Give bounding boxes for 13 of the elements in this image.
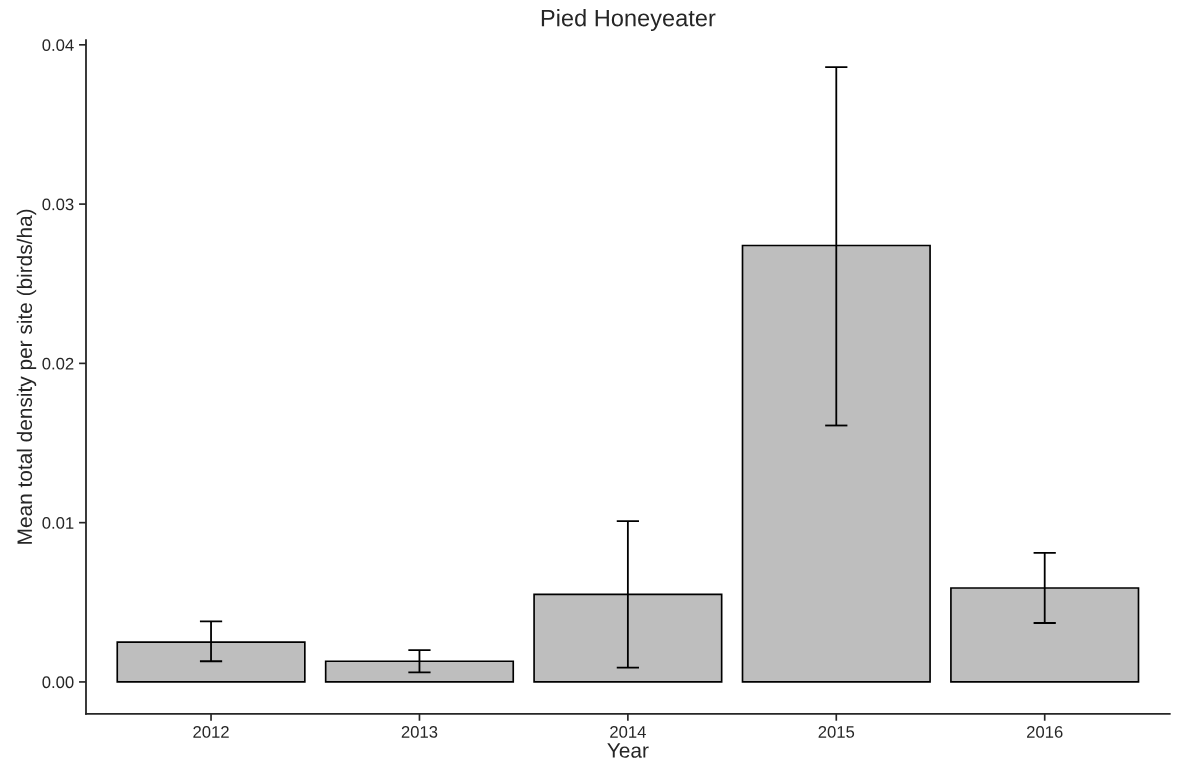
x-tick-label: 2014 [610,726,646,738]
y-tick-label: 0.02 [42,357,74,370]
x-axis-title: Year [607,743,649,758]
x-tick-label: 2016 [1027,726,1063,738]
y-tick-label: 0.00 [42,676,74,689]
y-tick-label: 0.03 [42,198,74,211]
x-tick-label: 2015 [818,726,855,738]
chart-title: Pied Honeyeater [541,9,716,32]
x-tick-label: 2012 [193,726,229,738]
y-tick-label: 0.01 [42,517,74,529]
y-axis-title: Mean total density per site (birds/ha) [16,209,37,544]
y-tick-label: 0.04 [42,39,74,52]
x-tick-label: 2013 [401,726,438,738]
